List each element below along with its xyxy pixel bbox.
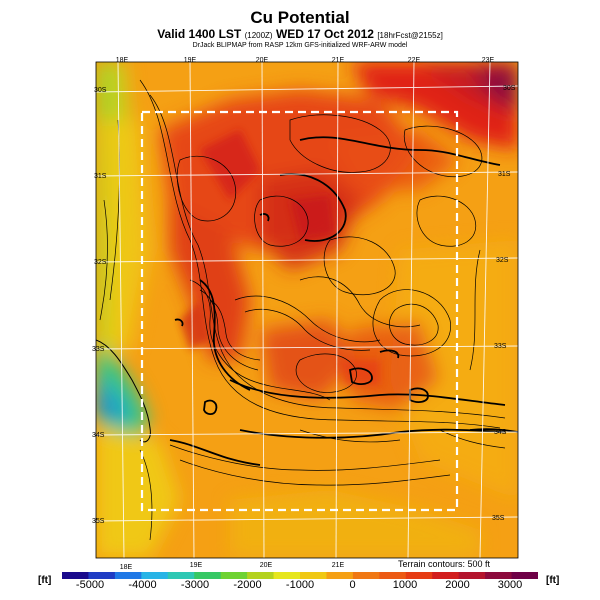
page-title: Cu Potential	[250, 8, 350, 27]
color-scale-swatch	[405, 572, 433, 579]
color-scale-bar	[62, 572, 538, 579]
color-scale-swatch	[432, 572, 460, 579]
lat-label-right: 32S	[496, 257, 509, 264]
lon-label-top: 19E	[184, 57, 197, 64]
color-scale-label: -3000	[180, 579, 210, 591]
color-scale-swatch	[88, 572, 116, 579]
color-scale-swatch	[220, 572, 248, 579]
color-scale-swatch	[141, 572, 169, 579]
legend-unit-left: [ft]	[38, 575, 52, 586]
color-scale-swatch	[62, 572, 89, 579]
lat-labels-left: 30S 31S 32S 33S 34S 35S	[92, 87, 107, 525]
color-scale-swatch	[300, 572, 327, 579]
terrain-contour-note: Terrain contours: 500 ft	[398, 559, 491, 569]
lon-label-bottom: 21E	[332, 562, 345, 569]
lat-label-right: 31S	[498, 171, 511, 178]
graticule	[96, 62, 518, 558]
forecast-run: [18hrFcst@2155z]	[377, 31, 443, 40]
color-scale-swatch	[352, 572, 380, 579]
color-scale-label: 0	[349, 579, 356, 591]
lon-labels-top: 18E 19E 20E 21E 22E 23E	[116, 57, 495, 64]
lat-label-right: 30S	[503, 85, 516, 92]
lat-label-left: 32S	[94, 259, 107, 266]
lat-label-right: 34S	[494, 429, 507, 436]
major-terrain-contours	[169, 136, 518, 466]
color-scale-swatch	[458, 572, 486, 579]
lon-labels-bottom: 18E 19E 20E 21E	[120, 562, 345, 571]
color-scale-swatch	[485, 572, 513, 579]
color-scale-label: 2000	[445, 579, 470, 591]
model-credit: DrJack BLIPMAP from RASP 12km GFS-initia…	[192, 42, 408, 49]
color-scale-swatch	[273, 572, 301, 579]
lat-labels-right: 30S 31S 32S 33S 34S 35S	[492, 85, 516, 522]
color-scale-label: 3000	[497, 579, 523, 591]
lat-label-left: 31S	[94, 173, 107, 180]
forecast-date: WED 17 Oct 2012	[275, 27, 374, 41]
color-scale-label: -1000	[285, 579, 315, 591]
color-scale-swatch	[379, 572, 407, 579]
lon-label-top: 22E	[408, 57, 421, 64]
color-scale-swatch	[511, 572, 538, 579]
lon-label-bottom: 20E	[260, 562, 273, 569]
inner-domain-box	[140, 110, 459, 512]
color-scale-label: -2000	[233, 579, 262, 591]
lon-label-top: 20E	[256, 57, 269, 64]
lat-label-left: 34S	[92, 432, 105, 439]
lon-label-bottom: 19E	[190, 562, 203, 569]
lat-label-right: 35S	[492, 515, 505, 522]
color-scale-label: -5000	[75, 579, 105, 591]
color-scale-swatch	[114, 572, 142, 579]
lon-label-top: 18E	[116, 57, 129, 64]
lat-label-left: 30S	[94, 87, 107, 94]
valid-time: Valid 1400 LST	[157, 27, 242, 41]
lat-label-right: 33S	[494, 343, 507, 350]
lat-label-left: 33S	[92, 346, 105, 353]
forecast-subtitle: Valid 1400 LST (1200Z) WED 17 Oct 2012 […	[0, 27, 600, 41]
color-scale-label: -4000	[128, 579, 157, 591]
color-scale-swatch	[326, 572, 354, 579]
color-scale-swatch	[194, 572, 222, 579]
lon-label-bottom: 18E	[120, 564, 133, 571]
color-scale-label: 1000	[392, 579, 418, 591]
legend-unit-right: [ft]	[546, 575, 560, 586]
field-shading	[96, 62, 518, 558]
lat-label-left: 35S	[92, 518, 105, 525]
color-scale-swatch	[247, 572, 275, 579]
utc-time: (1200Z)	[244, 31, 273, 40]
lon-label-top: 23E	[482, 57, 495, 64]
lon-label-top: 21E	[332, 57, 345, 64]
color-scale-swatch	[167, 572, 195, 579]
